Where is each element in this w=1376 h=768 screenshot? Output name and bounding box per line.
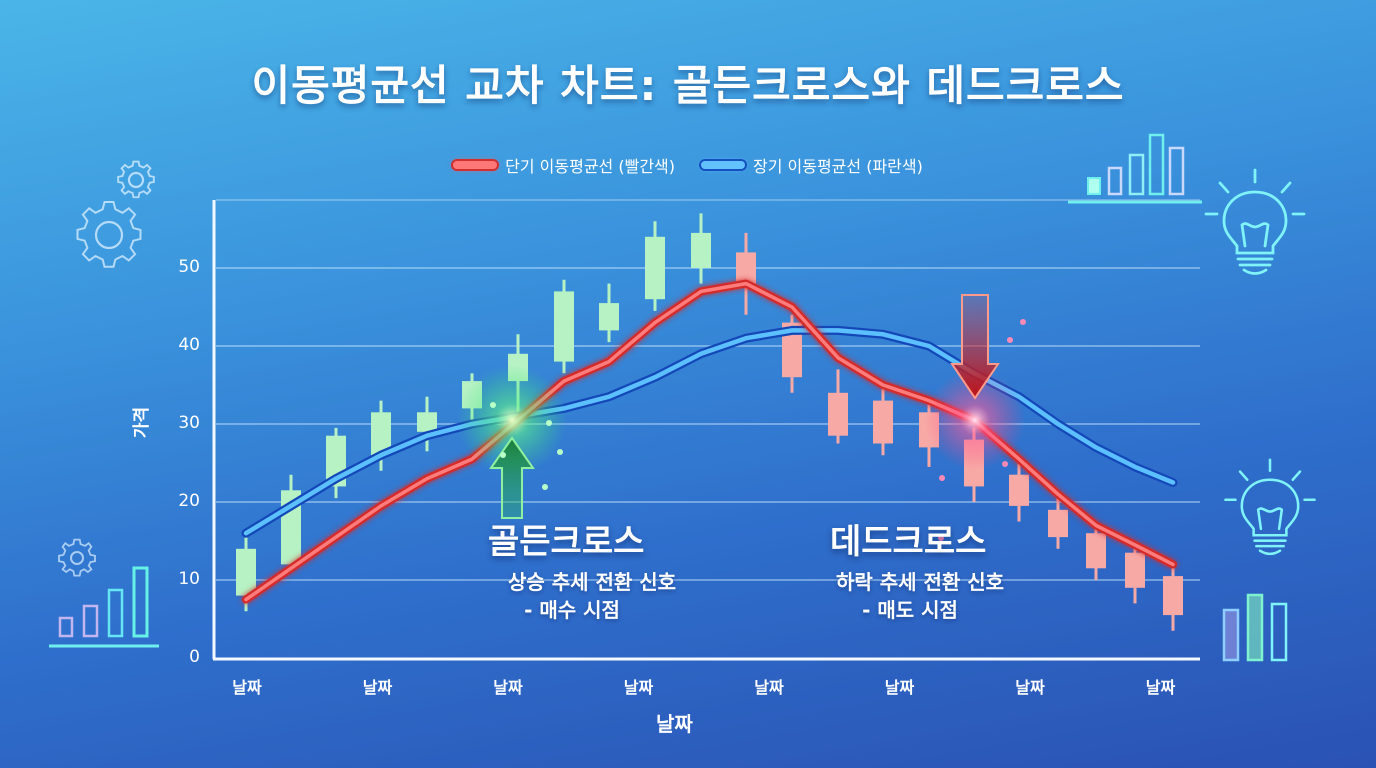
y-tick-label: 40: [178, 335, 200, 355]
x-tick-label: 날짜: [1145, 678, 1176, 697]
chart-title: 이동평균선 교차 차트: 골든크로스와 데드크로스: [251, 61, 1125, 110]
bar-chart-icon-small: [1222, 593, 1288, 662]
x-tick-label: 날짜: [493, 678, 523, 697]
long-ma-swatch-icon: [701, 161, 745, 169]
bullish-candle: [691, 213, 711, 284]
crossover-markers: [457, 294, 1026, 541]
axis-lines: [212, 200, 1200, 661]
x-tick-label: 날짜: [362, 678, 393, 697]
sparkle-icon: [546, 420, 552, 426]
sparkle-icon: [490, 402, 496, 408]
bullish-candle: [599, 283, 619, 343]
bearish-candle: [736, 232, 756, 315]
sparkle-icon: [500, 452, 506, 458]
dead-cross-down-arrow-icon: [950, 294, 1000, 400]
y-tick-label: 20: [178, 491, 200, 511]
gear-icon: [76, 160, 155, 268]
dead-cross-line1: 하락 추세 전환 신호: [835, 570, 1005, 594]
x-tick-label: 날짜: [754, 678, 784, 697]
golden-cross-line2: - 매수 시점: [524, 598, 620, 622]
lightbulb-icon: [1204, 168, 1306, 275]
x-tick-label: 날짜: [232, 678, 262, 697]
sparkle-icon: [939, 475, 945, 481]
legend: 단기 이동평균선 (빨간색) 장기 이동평균선 (파란색): [0, 153, 1376, 177]
bearish-candle: [1009, 463, 1029, 522]
legend-label-long-ma: 장기 이동평균선 (파란색): [753, 157, 923, 176]
bearish-candle: [1086, 521, 1106, 580]
candles: [236, 213, 1183, 631]
sparkle-icon: [1020, 319, 1026, 325]
x-tick-label: 날짜: [623, 678, 654, 697]
dead-cross-glow-icon: [925, 370, 1025, 470]
moving-average-lines: [241, 279, 1178, 604]
legend-item-short-ma[interactable]: 단기 이동평균선 (빨간색): [453, 153, 675, 177]
x-tick-label: 날짜: [884, 678, 915, 697]
y-axis-label: 가격: [132, 406, 153, 439]
sparkle-icon: [938, 535, 944, 541]
bullish-candle: [281, 474, 301, 573]
golden-cross-title: 골든크로스: [488, 522, 645, 562]
y-tick-label: 50: [178, 257, 200, 277]
y-tick-label: 0: [189, 647, 200, 667]
sparkle-icon: [1007, 337, 1013, 343]
golden-cross-line1: 상승 추세 전환 신호: [507, 570, 677, 594]
x-tick-label: 날짜: [1015, 678, 1045, 697]
bullish-candle: [554, 279, 574, 374]
sparkle-icon: [1002, 461, 1008, 467]
x-axis-label: 날짜: [656, 712, 693, 736]
bearish-candle: [1048, 498, 1068, 549]
lightbulb-icon-small: [1224, 458, 1316, 556]
golden-cross-description: 상승 추세 전환 신호 - 매수 시점: [480, 568, 704, 624]
golden-cross-up-arrow-icon: [489, 436, 535, 519]
dead-cross-title: 데드크로스: [830, 522, 987, 562]
bearish-candle: [828, 369, 848, 444]
bullish-candle: [645, 221, 665, 311]
y-tick-label: 10: [178, 569, 200, 589]
sparkle-icon: [557, 449, 563, 455]
bearish-candle: [873, 388, 893, 456]
bearish-candle: [1125, 541, 1145, 604]
legend-label-short-ma: 단기 이동평균선 (빨간색): [505, 157, 675, 176]
long-ma-line: [243, 328, 1176, 536]
short-ma-line: [244, 281, 1175, 602]
legend-item-long-ma[interactable]: 장기 이동평균선 (파란색): [701, 153, 923, 177]
sparkle-icon: [542, 484, 548, 490]
y-tick-label: 30: [178, 413, 200, 433]
dead-cross-line2: - 매도 시점: [862, 598, 958, 622]
bullish-candle: [417, 396, 437, 452]
bar-chart-icon: [1068, 133, 1202, 204]
dead-cross-description: 하락 추세 전환 신호 - 매도 시점: [808, 568, 1032, 624]
bar-chart-gear-icon: [49, 538, 159, 648]
short-ma-swatch-icon: [453, 161, 498, 169]
golden-cross-glow-icon: [457, 365, 567, 475]
bearish-candle: [1163, 564, 1183, 631]
